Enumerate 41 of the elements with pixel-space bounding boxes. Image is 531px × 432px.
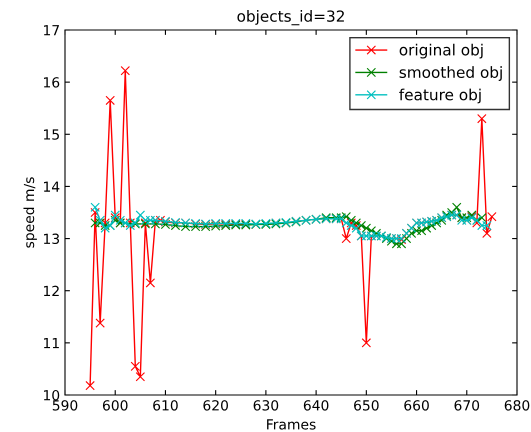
x-tick-label: 630 bbox=[254, 400, 278, 411]
y-tick-label: 12 bbox=[44, 286, 59, 296]
point bbox=[366, 226, 376, 236]
point bbox=[462, 212, 472, 222]
point bbox=[406, 228, 416, 238]
point bbox=[362, 223, 372, 233]
x-tick-label: 640 bbox=[304, 400, 328, 411]
point bbox=[452, 202, 462, 212]
point bbox=[346, 216, 356, 226]
x-tick-label: 600 bbox=[102, 400, 128, 411]
point bbox=[352, 218, 362, 228]
y-tick-label: 11 bbox=[44, 338, 59, 348]
legend-label: feature obj bbox=[399, 88, 481, 104]
point bbox=[372, 228, 382, 238]
legend-label: original obj bbox=[400, 44, 483, 59]
x-tick-label: 670 bbox=[454, 400, 480, 411]
x-tick-label: 590 bbox=[52, 400, 78, 411]
y-tick-label: 16 bbox=[44, 77, 60, 88]
point bbox=[356, 220, 366, 230]
x-tick-label: 610 bbox=[153, 400, 178, 411]
y-tick-label: 17 bbox=[44, 25, 59, 36]
x-tick-label: 680 bbox=[504, 400, 530, 411]
x-tick-label: 660 bbox=[404, 400, 429, 411]
point bbox=[95, 218, 105, 228]
point bbox=[477, 212, 487, 222]
point bbox=[416, 226, 426, 236]
y-tick-label: 13 bbox=[44, 234, 60, 244]
point bbox=[412, 226, 422, 236]
y-tick-label: 10 bbox=[44, 390, 60, 400]
y-axis-title: speed m/s bbox=[23, 177, 37, 248]
legend-label: smoothed obj bbox=[400, 66, 502, 81]
x-tick-label: 650 bbox=[354, 400, 379, 411]
point bbox=[392, 239, 402, 249]
y-tick-label: 15 bbox=[44, 129, 59, 140]
x-tick-label: 620 bbox=[203, 400, 228, 411]
point bbox=[90, 218, 100, 228]
x-axis-title: Frames bbox=[267, 419, 316, 430]
y-tick-label: 14 bbox=[44, 182, 60, 192]
chart-title: objects_id=32 bbox=[237, 10, 344, 26]
point bbox=[396, 239, 406, 249]
point bbox=[386, 236, 396, 246]
